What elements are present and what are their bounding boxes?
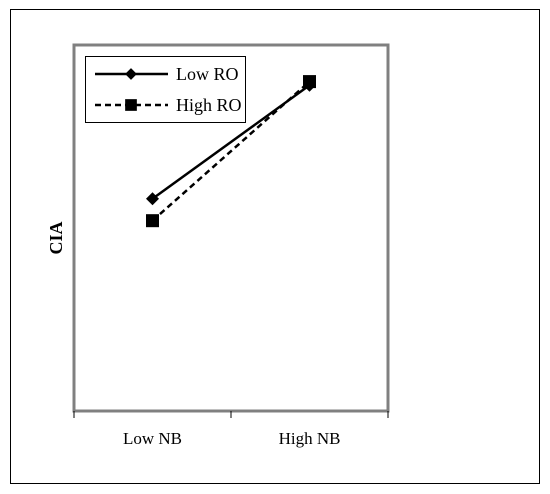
x-axis: Low NB High NB	[73, 411, 389, 448]
diamond-marker	[146, 192, 159, 206]
y-axis-title: CIA	[46, 221, 66, 254]
legend-box	[85, 56, 246, 123]
series-layer	[146, 75, 316, 228]
square-marker	[146, 214, 159, 228]
square-marker	[303, 75, 316, 89]
legend-label: Low RO	[176, 64, 239, 84]
series-high-ro	[146, 75, 316, 228]
legend-item-high-ro: High RO	[95, 95, 242, 115]
diamond-marker	[125, 68, 137, 80]
series-line-high-ro	[151, 80, 311, 222]
outer-border	[10, 9, 540, 484]
x-tick-label: High NB	[279, 429, 341, 448]
square-marker	[125, 99, 137, 111]
legend: Low RO High RO	[85, 56, 246, 123]
legend-item-low-ro: Low RO	[95, 64, 239, 84]
legend-label: High RO	[176, 95, 242, 115]
x-tick-label: Low NB	[123, 429, 182, 448]
